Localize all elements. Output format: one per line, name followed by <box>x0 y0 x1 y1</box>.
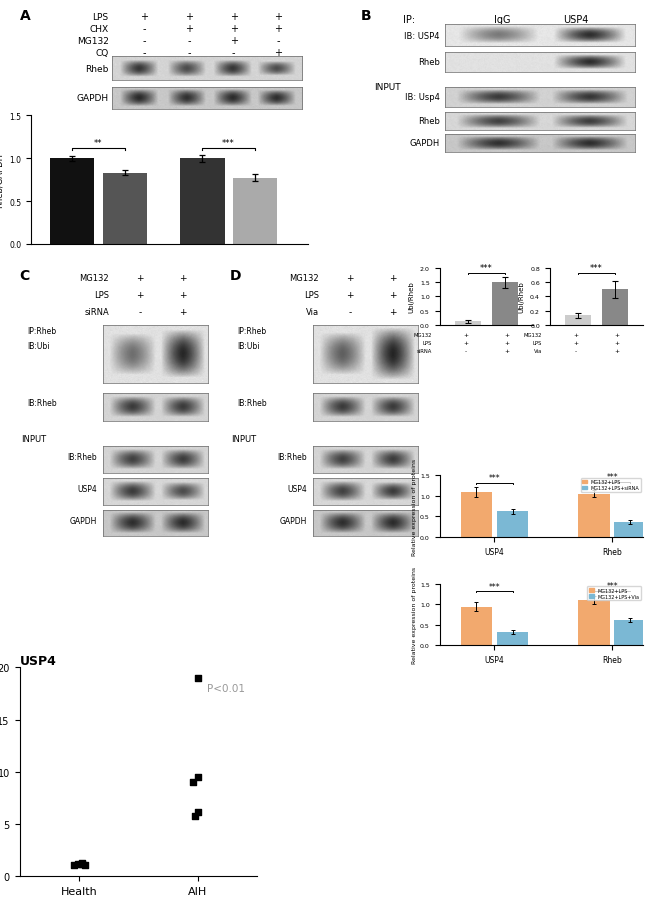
Text: INPUT: INPUT <box>231 434 257 443</box>
Point <box>77 857 87 871</box>
Text: +: + <box>229 36 237 46</box>
Y-axis label: Relative expression of proteins: Relative expression of proteins <box>412 458 417 555</box>
Text: +: + <box>346 291 354 300</box>
Text: INPUT: INPUT <box>374 83 401 92</box>
Text: ***: *** <box>606 582 618 591</box>
Text: LPS: LPS <box>92 13 109 22</box>
Text: Rheb: Rheb <box>85 65 109 74</box>
Point <box>77 856 88 870</box>
Text: IB:Ubi: IB:Ubi <box>27 341 50 350</box>
Text: +: + <box>389 291 396 300</box>
Bar <box>497 632 528 646</box>
Text: Rheb: Rheb <box>418 58 439 67</box>
Text: +: + <box>229 24 237 34</box>
Text: Via: Via <box>306 308 319 317</box>
Text: USP4: USP4 <box>20 655 57 667</box>
Text: D: D <box>229 269 241 283</box>
Bar <box>614 620 646 646</box>
Text: +: + <box>185 13 193 23</box>
Text: -: - <box>138 308 142 317</box>
Text: +: + <box>274 13 282 23</box>
Text: B: B <box>360 9 371 23</box>
Point <box>192 769 203 784</box>
Text: -: - <box>142 36 146 46</box>
Point <box>193 671 203 685</box>
Text: ***: *** <box>489 582 500 591</box>
Point <box>190 809 200 824</box>
Text: +: + <box>179 308 187 317</box>
Bar <box>461 607 492 646</box>
Text: IB:Rheb: IB:Rheb <box>237 398 267 407</box>
Text: -: - <box>187 36 190 46</box>
Text: GAPDH: GAPDH <box>410 139 439 148</box>
Bar <box>461 492 492 537</box>
Text: LPS: LPS <box>304 291 319 300</box>
Text: ***: *** <box>489 474 500 483</box>
Text: IgG: IgG <box>493 15 510 25</box>
Text: IP:: IP: <box>403 15 415 25</box>
Text: +: + <box>229 13 237 23</box>
Point <box>73 857 83 871</box>
Text: IB: Usp4: IB: Usp4 <box>405 93 439 102</box>
Bar <box>614 523 646 537</box>
Text: P<0.01: P<0.01 <box>207 684 245 694</box>
Bar <box>578 600 610 646</box>
Text: IB:Rheb: IB:Rheb <box>27 398 57 407</box>
Text: IB:Ubi: IB:Ubi <box>237 341 260 350</box>
Text: GAPDH: GAPDH <box>70 517 98 526</box>
Text: IP:Rheb: IP:Rheb <box>27 327 57 336</box>
Point <box>192 805 203 820</box>
Text: -: - <box>232 48 235 58</box>
Text: CHX: CHX <box>90 24 109 33</box>
Text: IB:Rheb: IB:Rheb <box>68 452 98 461</box>
Text: -: - <box>276 36 280 46</box>
Text: +: + <box>274 24 282 34</box>
Text: GAPDH: GAPDH <box>77 94 109 103</box>
Point <box>69 858 79 872</box>
Text: +: + <box>136 274 144 283</box>
Text: -: - <box>348 308 352 317</box>
Text: siRNA: siRNA <box>84 308 109 317</box>
Text: +: + <box>389 274 396 283</box>
Text: GAPDH: GAPDH <box>280 517 307 526</box>
Point <box>187 775 198 789</box>
Text: INPUT: INPUT <box>21 434 47 443</box>
Text: CQ: CQ <box>96 49 109 58</box>
Text: Rheb: Rheb <box>418 116 439 126</box>
Text: +: + <box>185 24 193 34</box>
Text: A: A <box>20 9 31 23</box>
Text: C: C <box>20 269 30 283</box>
Y-axis label: Relative expression of proteins: Relative expression of proteins <box>412 566 417 664</box>
Text: USP4: USP4 <box>77 485 98 494</box>
Text: MG132: MG132 <box>289 274 319 283</box>
Text: -: - <box>142 24 146 34</box>
Text: +: + <box>389 308 396 317</box>
Text: +: + <box>346 274 354 283</box>
Text: LPS: LPS <box>94 291 109 300</box>
Text: -: - <box>187 48 190 58</box>
Text: IB: USP4: IB: USP4 <box>404 32 439 41</box>
Text: -: - <box>142 48 146 58</box>
Text: ***: *** <box>606 473 618 482</box>
Text: +: + <box>136 291 144 300</box>
Text: IB:Rheb: IB:Rheb <box>278 452 307 461</box>
Text: +: + <box>179 274 187 283</box>
Text: +: + <box>274 48 282 58</box>
Text: MG132: MG132 <box>79 274 109 283</box>
Bar <box>578 494 610 537</box>
Point <box>79 858 90 872</box>
Legend: MG132+LPS, MG132+LPS+siRNA: MG132+LPS, MG132+LPS+siRNA <box>580 479 641 492</box>
Text: +: + <box>140 13 148 23</box>
Bar <box>497 512 528 537</box>
Text: USP4: USP4 <box>287 485 307 494</box>
Text: MG132: MG132 <box>77 37 109 46</box>
Legend: MG132+LPS, MG132+LPS+Via: MG132+LPS, MG132+LPS+Via <box>588 587 641 600</box>
Text: IP:Rheb: IP:Rheb <box>237 327 266 336</box>
Text: +: + <box>179 291 187 300</box>
Text: USP4: USP4 <box>563 15 588 25</box>
